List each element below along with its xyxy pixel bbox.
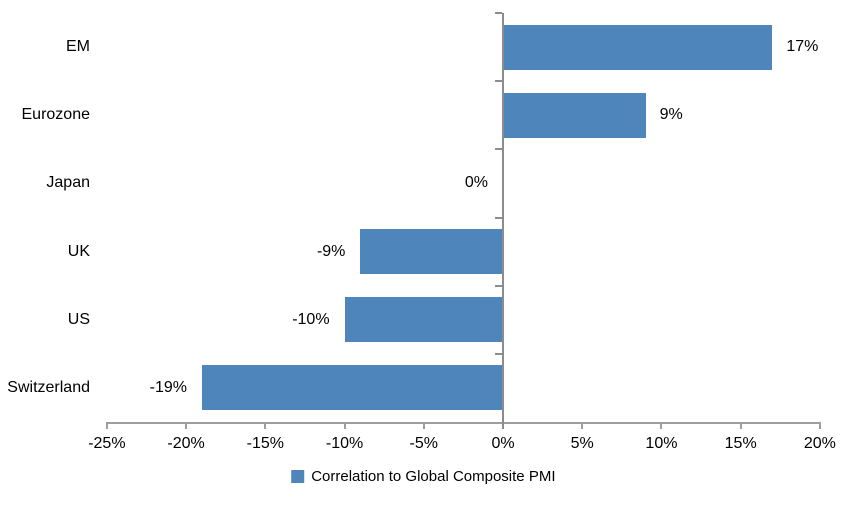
bar-switzerland <box>201 365 503 411</box>
x-tick <box>422 422 425 429</box>
y-tick <box>495 12 502 14</box>
bar-us <box>344 297 503 343</box>
x-tick-label: 15% <box>724 435 757 452</box>
y-tick <box>495 148 502 151</box>
x-tick-label: 20% <box>803 435 836 452</box>
x-tick-label: -20% <box>167 435 205 452</box>
y-tick <box>495 216 502 219</box>
x-tick <box>660 422 663 429</box>
value-label-em: 17% <box>786 38 819 56</box>
legend-label: Correlation to Global Composite PMI <box>311 468 556 485</box>
y-tick <box>495 284 502 287</box>
x-tick-label: -25% <box>88 435 126 452</box>
x-tick <box>818 422 821 429</box>
category-label-switzerland: Switzerland <box>7 378 90 396</box>
x-tick-label: -15% <box>246 435 285 452</box>
value-label-eurozone: 9% <box>659 106 683 124</box>
x-tick-label: 5% <box>570 435 594 452</box>
x-tick <box>581 422 584 429</box>
bar-em <box>503 24 773 70</box>
value-label-uk: -9% <box>316 242 346 260</box>
x-tick <box>264 422 267 429</box>
y-tick <box>495 80 502 83</box>
bar-uk <box>360 229 503 275</box>
legend-swatch <box>291 470 305 483</box>
x-tick <box>343 422 346 429</box>
zero-axis-line <box>502 13 504 429</box>
bar-eurozone <box>503 92 646 138</box>
x-tick <box>739 422 742 429</box>
x-tick-label: 0% <box>491 435 515 452</box>
category-label-eurozone: Eurozone <box>21 106 91 124</box>
x-tick-label: -10% <box>325 435 364 452</box>
x-tick <box>105 422 108 429</box>
legend: Correlation to Global Composite PMI <box>291 468 555 485</box>
category-label-us: US <box>67 310 90 328</box>
y-tick <box>495 352 502 355</box>
x-tick <box>185 422 188 429</box>
x-tick-label: 10% <box>645 435 678 452</box>
value-label-japan: 0% <box>464 174 488 192</box>
category-label-em: EM <box>66 38 90 56</box>
x-tick-label: -5% <box>409 435 438 452</box>
value-label-us: -10% <box>292 310 330 328</box>
x-axis-line <box>107 422 821 424</box>
category-label-uk: UK <box>67 242 90 260</box>
category-label-japan: Japan <box>46 174 90 192</box>
value-label-switzerland: -19% <box>149 378 187 396</box>
